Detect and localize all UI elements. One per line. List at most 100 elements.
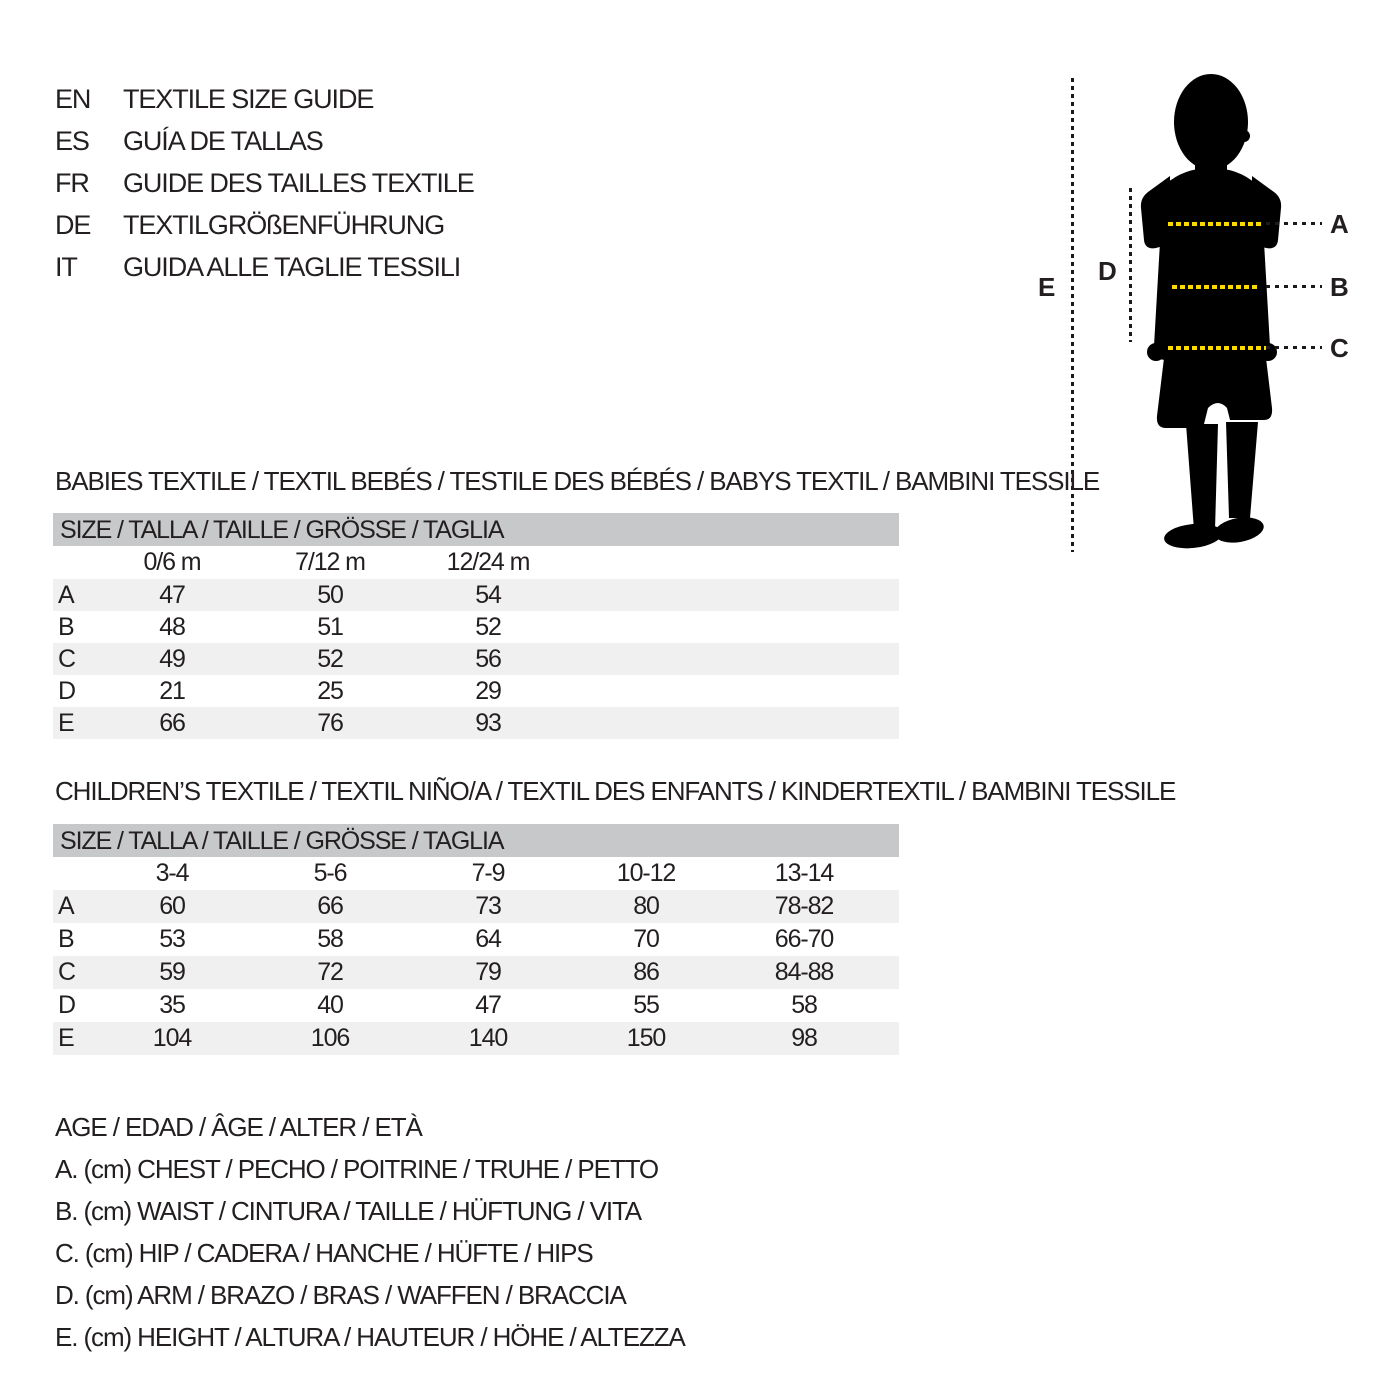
cell: 40 xyxy=(317,991,344,1019)
row-label: B xyxy=(58,925,75,953)
legend-hip: C. (cm) HIP / CADERA / HANCHE / HÜFTE / … xyxy=(55,1238,594,1268)
cell: 79 xyxy=(475,958,502,986)
table-row: B 48 51 52 xyxy=(53,611,899,643)
row-label: A xyxy=(58,580,75,609)
cell: 73 xyxy=(475,892,502,920)
figure-label-a: A xyxy=(1330,209,1349,239)
cell: 56 xyxy=(475,644,502,673)
lang-code: DE xyxy=(55,210,91,240)
cell: 29 xyxy=(475,676,502,705)
cell: 64 xyxy=(475,925,502,953)
cell: 93 xyxy=(475,708,502,737)
column-header: 12/24 m xyxy=(446,548,531,576)
cell: 25 xyxy=(317,676,344,705)
column-header: 3-4 xyxy=(155,859,190,887)
cell: 50 xyxy=(317,580,344,609)
lang-row-fr: FR GUIDE DES TAILLES TEXTILE xyxy=(55,162,475,204)
legend-waist: B. (cm) WAIST / CINTURA / TAILLE / HÜFTU… xyxy=(55,1196,642,1226)
cell: 140 xyxy=(468,1024,509,1052)
cell: 58 xyxy=(317,925,344,953)
babies-section-title: BABIES TEXTILE / TEXTIL BEBÉS / TESTILE … xyxy=(55,466,1100,496)
row-label: D xyxy=(58,676,76,705)
cell: 86 xyxy=(633,958,660,986)
cell: 59 xyxy=(159,958,186,986)
cell: 35 xyxy=(159,991,186,1019)
lang-row-es: ES GUÍA DE TALLAS xyxy=(55,120,474,162)
right-sleeve xyxy=(1252,176,1282,249)
left-sleeve xyxy=(1140,176,1170,249)
figure-label-e: E xyxy=(1038,272,1055,302)
column-header: 5-6 xyxy=(313,859,348,887)
cell: 47 xyxy=(159,580,186,609)
lang-code: FR xyxy=(55,168,90,198)
guide-title-fr: GUIDE DES TAILLES TEXTILE xyxy=(123,168,475,198)
lang-code: EN xyxy=(55,84,91,114)
hip-line-yellow xyxy=(1168,346,1266,350)
left-hand xyxy=(1147,343,1165,361)
legend-height: E. (cm) HEIGHT / ALTURA / HAUTEUR / HÖHE… xyxy=(55,1322,686,1352)
cell: 98 xyxy=(791,1024,818,1052)
cell: 48 xyxy=(159,612,186,641)
cell: 53 xyxy=(159,925,186,953)
child-silhouette-image xyxy=(1140,74,1282,549)
table-row: A 60 66 73 80 78-82 xyxy=(53,890,899,923)
guide-title-de: TEXTILGRÖßENFÜHRUNG xyxy=(123,210,445,240)
lang-code: ES xyxy=(55,126,90,156)
size-header-bar: SIZE / TALLA / TAILLE / GRÖSSE / TAGLIA xyxy=(53,513,899,546)
cell: 66 xyxy=(317,892,344,920)
cell: 70 xyxy=(633,925,660,953)
language-title-block: EN TEXTILE SIZE GUIDE ES GUÍA DE TALLAS FR… xyxy=(55,78,475,288)
figure-label-d: D xyxy=(1098,256,1117,286)
right-leg xyxy=(1226,422,1258,518)
row-label: C xyxy=(58,958,76,986)
table-row: E 104 106 140 150 98 xyxy=(53,1022,899,1055)
left-shoe xyxy=(1164,523,1222,549)
cell: 150 xyxy=(626,1024,667,1052)
row-label: B xyxy=(58,612,75,641)
row-label: C xyxy=(58,644,76,673)
children-section-title: CHILDREN’S TEXTILE / TEXTIL NIÑO/A / TEX… xyxy=(55,776,1176,806)
table-row: E 66 76 93 xyxy=(53,707,899,739)
legend-arm: D. (cm) ARM / BRAZO / BRAS / WAFFEN / BR… xyxy=(55,1280,627,1310)
waist-line-dots xyxy=(1266,285,1322,288)
cell: 72 xyxy=(317,958,344,986)
lang-row-it: IT GUIDA ALLE TAGLIE TESSILI xyxy=(55,246,474,288)
shorts xyxy=(1156,358,1273,428)
size-header-bar: SIZE / TALLA / TAILLE / GRÖSSE / TAGLIA xyxy=(53,824,899,857)
table-row: B 53 58 64 70 66-70 xyxy=(53,923,899,956)
row-label: D xyxy=(58,991,76,1019)
cell: 49 xyxy=(159,644,186,673)
table-row: C 59 72 79 86 84-88 xyxy=(53,956,899,989)
children-size-table: SIZE / TALLA / TAILLE / GRÖSSE / TAGLIA … xyxy=(53,824,899,1055)
legend-age: AGE / EDAD / ÂGE / ALTER / ETÀ xyxy=(55,1112,423,1142)
row-label: A xyxy=(58,892,75,920)
chest-line-dots xyxy=(1266,222,1322,225)
lang-row-en: EN TEXTILE SIZE GUIDE xyxy=(55,78,474,120)
cell: 80 xyxy=(633,892,660,920)
cell: 52 xyxy=(317,644,344,673)
cell: 84-88 xyxy=(774,958,835,986)
cell: 78-82 xyxy=(774,892,835,920)
waist-line-yellow xyxy=(1172,285,1260,289)
chest-line-yellow xyxy=(1168,222,1264,226)
right-shoe xyxy=(1214,517,1264,543)
shirt-torso xyxy=(1153,168,1271,360)
cell: 104 xyxy=(152,1024,193,1052)
table-row: D 35 40 47 55 58 xyxy=(53,989,899,1022)
cell: 55 xyxy=(633,991,660,1019)
cell: 66-70 xyxy=(774,925,835,953)
table-row: A 47 50 54 xyxy=(53,579,899,611)
arm-measure-line-d xyxy=(1129,188,1132,342)
babies-size-table: SIZE / TALLA / TAILLE / GRÖSSE / TAGLIA … xyxy=(53,513,899,739)
column-header: 7/12 m xyxy=(295,548,366,576)
table-row: C 49 52 56 xyxy=(53,643,899,675)
cell: 51 xyxy=(317,612,344,641)
cell: 76 xyxy=(317,708,344,737)
table-row: D 21 25 29 xyxy=(53,675,899,707)
legend-chest: A. (cm) CHEST / PECHO / POITRINE / TRUHE… xyxy=(55,1154,659,1184)
cell: 54 xyxy=(475,580,502,609)
guide-title-it: GUIDA ALLE TAGLIE TESSILI xyxy=(123,252,461,282)
ear-bump xyxy=(1238,130,1250,142)
cell: 66 xyxy=(159,708,186,737)
